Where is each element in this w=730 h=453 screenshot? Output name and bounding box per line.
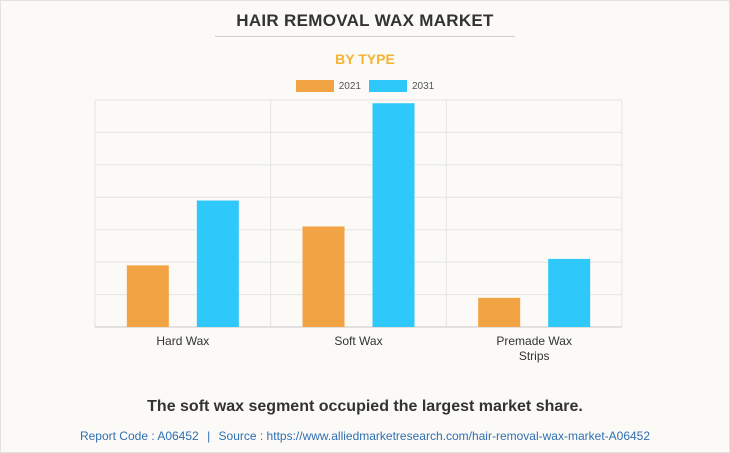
report-code: Report Code : A06452 bbox=[79, 429, 199, 443]
title-divider bbox=[215, 36, 515, 37]
footer-separator: | bbox=[207, 429, 211, 443]
chart-title: HAIR REMOVAL WAX MARKET bbox=[236, 11, 494, 30]
legend-swatch-2031 bbox=[369, 80, 407, 92]
bar-2021-premade-wax-strips bbox=[478, 297, 521, 327]
source-link[interactable]: Source : https://www.alliedmarketresearc… bbox=[218, 429, 651, 443]
source-footer: Report Code : A06452 | Source : https://… bbox=[0, 429, 730, 443]
bar-2021-soft-wax bbox=[302, 226, 345, 327]
x-tick-label: Hard Wax bbox=[156, 334, 209, 348]
legend-item-2031[interactable]: 2031 bbox=[369, 80, 434, 92]
bar-2021-hard-wax bbox=[126, 265, 169, 327]
legend-swatch-2021 bbox=[295, 80, 334, 92]
chart-subtitle: BY TYPE bbox=[335, 51, 395, 67]
x-tick-label-line: Hard Wax bbox=[156, 334, 209, 348]
legend-label-2031: 2031 bbox=[412, 80, 435, 92]
chart-legend: 2021 2031 bbox=[0, 80, 730, 92]
legend-item-2021[interactable]: 2021 bbox=[295, 80, 361, 92]
x-tick-label-line: Strips bbox=[519, 349, 550, 363]
chart-caption: The soft wax segment occupied the larges… bbox=[147, 398, 583, 415]
x-tick-label-line: Soft Wax bbox=[334, 334, 382, 348]
bar-2031-premade-wax-strips bbox=[548, 258, 591, 327]
x-tick-label: Soft Wax bbox=[334, 334, 382, 348]
x-tick-label-line: Premade Wax bbox=[496, 334, 572, 348]
bar-2031-hard-wax bbox=[196, 200, 239, 327]
legend-label-2021: 2021 bbox=[338, 80, 361, 92]
x-tick-label: Premade Wax Strips bbox=[496, 334, 572, 363]
bar-2031-soft-wax bbox=[372, 103, 415, 327]
